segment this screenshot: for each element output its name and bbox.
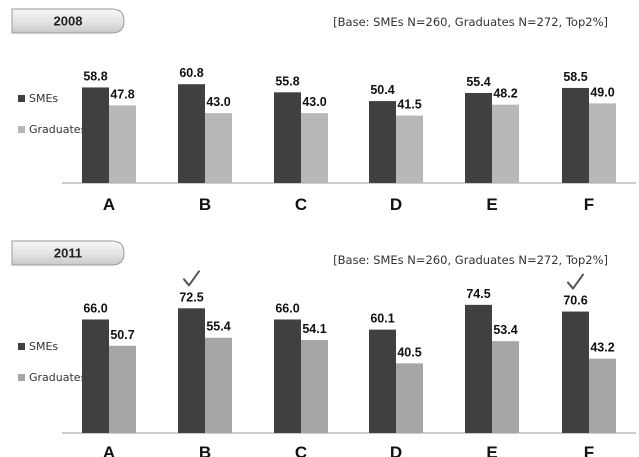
bar-smes-e — [465, 304, 492, 433]
category-label-c: C — [295, 443, 307, 457]
base-note: [Base: SMEs N=260, Graduates N=272, Top2… — [333, 15, 608, 29]
legend-swatch-graduates — [18, 126, 25, 133]
legend-label-smes: SMEs — [29, 92, 58, 105]
value-label-smes-e: 55.4 — [466, 75, 490, 89]
value-label-graduates-c: 43.0 — [302, 95, 326, 109]
bar-smes-c — [274, 319, 301, 433]
value-label-graduates-d: 41.5 — [397, 98, 421, 112]
bar-graduates-b — [205, 337, 232, 433]
value-label-graduates-a: 50.7 — [110, 328, 134, 342]
category-label-f: F — [584, 195, 594, 214]
legend-label-graduates: Graduates — [29, 123, 87, 136]
value-label-graduates-b: 55.4 — [206, 320, 230, 334]
legend-label-smes: SMEs — [29, 340, 58, 353]
bar-graduates-a — [109, 105, 136, 183]
category-label-d: D — [390, 195, 402, 214]
category-label-f: F — [584, 443, 594, 457]
checkmark-icon — [567, 273, 584, 290]
category-label-d: D — [390, 443, 402, 457]
bar-smes-f — [562, 311, 589, 433]
category-label-b: B — [199, 195, 211, 214]
category-label-e: E — [486, 195, 497, 214]
bar-smes-a — [82, 319, 109, 433]
value-label-graduates-f: 43.2 — [590, 341, 614, 355]
bar-graduates-d — [396, 115, 423, 183]
category-label-a: A — [103, 443, 115, 457]
bar-smes-b — [178, 84, 205, 183]
value-label-graduates-d: 40.5 — [397, 345, 421, 359]
bar-graduates-d — [396, 363, 423, 433]
value-label-graduates-f: 49.0 — [590, 85, 614, 99]
value-label-smes-a: 66.0 — [83, 301, 107, 315]
value-label-graduates-c: 54.1 — [302, 322, 326, 336]
value-label-smes-b: 60.8 — [179, 66, 203, 80]
value-label-graduates-a: 47.8 — [110, 87, 134, 101]
chart-title-tab — [11, 8, 125, 34]
value-label-smes-f: 58.5 — [563, 70, 587, 84]
category-label-b: B — [199, 443, 211, 457]
bar-graduates-f — [589, 358, 616, 433]
value-label-smes-a: 58.8 — [83, 69, 107, 83]
chart-title-tab — [11, 240, 125, 266]
category-label-a: A — [103, 195, 115, 214]
bar-graduates-e — [492, 104, 519, 183]
checkmark-icon — [183, 270, 200, 287]
chart-title: 2008 — [54, 14, 83, 29]
legend-swatch-smes — [18, 95, 25, 102]
value-label-graduates-e: 53.4 — [493, 323, 517, 337]
legend-swatch-smes — [18, 343, 25, 350]
category-label-e: E — [486, 443, 497, 457]
chart-title: 2011 — [54, 246, 82, 261]
value-label-graduates-b: 43.0 — [206, 95, 230, 109]
value-label-smes-c: 55.8 — [275, 74, 299, 88]
category-label-c: C — [295, 195, 307, 214]
bar-graduates-f — [589, 103, 616, 183]
bar-smes-d — [369, 101, 396, 183]
value-label-graduates-e: 48.2 — [493, 87, 517, 101]
legend-swatch-graduates — [18, 374, 25, 381]
bar-graduates-c — [301, 113, 328, 183]
value-label-smes-f: 70.6 — [563, 294, 587, 308]
value-label-smes-b: 72.5 — [179, 290, 203, 304]
value-label-smes-d: 50.4 — [370, 83, 394, 97]
base-note: [Base: SMEs N=260, Graduates N=272, Top2… — [333, 253, 608, 267]
bar-smes-c — [274, 92, 301, 183]
bar-smes-d — [369, 329, 396, 433]
bar-smes-f — [562, 87, 589, 183]
bar-smes-a — [82, 87, 109, 183]
bar-smes-e — [465, 92, 492, 183]
legend-label-graduates: Graduates — [29, 371, 87, 384]
bar-graduates-e — [492, 341, 519, 433]
bar-smes-b — [178, 308, 205, 433]
value-label-smes-c: 66.0 — [275, 301, 299, 315]
bar-graduates-c — [301, 339, 328, 433]
bar-graduates-a — [109, 345, 136, 433]
value-label-smes-d: 60.1 — [370, 312, 394, 326]
bar-graduates-b — [205, 113, 232, 183]
value-label-smes-e: 74.5 — [466, 287, 490, 301]
